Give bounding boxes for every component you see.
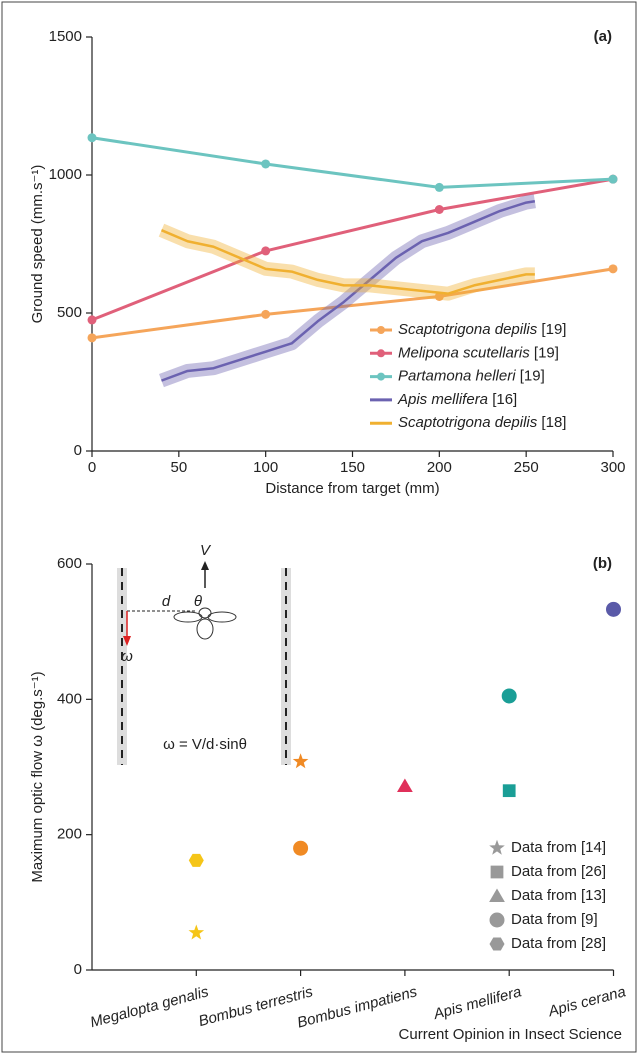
legend-marker — [489, 839, 505, 855]
x-tick-label: Megalopta genalis — [88, 983, 210, 1031]
data-point — [261, 246, 271, 256]
data-point — [293, 840, 309, 856]
y-tick-label: 500 — [57, 304, 82, 321]
legend-marker — [489, 937, 505, 951]
panel-label: (b) — [593, 555, 612, 572]
inset-annotation: θ — [194, 593, 202, 610]
panel-label: (a) — [594, 28, 612, 45]
legend-marker — [377, 326, 385, 334]
data-point — [87, 315, 97, 325]
data-point — [434, 182, 444, 192]
series-line — [91, 136, 614, 189]
x-tick-label: Bombus impatiens — [295, 983, 419, 1031]
y-tick-label: 400 — [57, 690, 82, 707]
legend-marker — [489, 888, 505, 902]
x-tick-label: 0 — [88, 459, 96, 476]
inset-annotation: V — [200, 542, 212, 559]
y-tick-label: 1000 — [49, 166, 82, 183]
data-point — [606, 601, 621, 617]
data-point — [188, 853, 204, 867]
data-point — [502, 784, 516, 798]
legend-label: Data from [28] — [511, 935, 606, 952]
source-credit: Current Opinion in Insect Science — [399, 1026, 622, 1043]
data-point — [87, 133, 97, 143]
data-point — [188, 924, 205, 940]
legend-label: Data from [9] — [511, 911, 598, 928]
legend-label: Scaptotrigona depilis [18] — [398, 414, 566, 431]
x-tick-label: Apis cerana — [546, 983, 628, 1020]
data-point — [434, 205, 444, 214]
data-point — [501, 688, 517, 704]
data-point — [608, 264, 618, 274]
y-axis-label: Maximum optic flow ω (deg.s⁻¹) — [29, 671, 46, 882]
x-tick-label: Apis mellifera — [431, 983, 523, 1023]
series-line — [91, 177, 614, 322]
y-tick-label: 0 — [74, 442, 82, 459]
data-point — [261, 159, 271, 169]
y-tick-label: 200 — [57, 826, 82, 843]
series-line — [161, 199, 536, 382]
inset-annotation: ω — [121, 648, 133, 665]
y-tick-label: 0 — [74, 961, 82, 978]
data-point — [608, 174, 618, 184]
data-point — [261, 309, 271, 319]
data-point — [292, 753, 309, 769]
x-tick-label: 150 — [340, 459, 365, 476]
legend-label: Apis mellifera [16] — [397, 391, 517, 408]
inset-annotation: ω = V/d·sinθ — [163, 736, 247, 753]
legend-marker — [489, 912, 505, 928]
data-point — [87, 333, 97, 343]
x-tick-label: 100 — [253, 459, 278, 476]
series-line — [160, 229, 535, 295]
legend-label: Data from [14] — [511, 839, 606, 856]
y-tick-label: 600 — [57, 555, 82, 572]
legend-label: Data from [13] — [511, 887, 606, 904]
x-tick-label: 200 — [427, 459, 452, 476]
legend-marker — [490, 865, 504, 879]
legend-marker — [377, 349, 385, 358]
legend-label: Partamona helleri [19] — [398, 368, 545, 385]
legend-label: Scaptotrigona depilis [19] — [398, 321, 566, 338]
legend-label: Data from [26] — [511, 863, 606, 880]
legend-label: Melipona scutellaris [19] — [398, 344, 559, 361]
inset-diagram — [117, 561, 291, 765]
x-tick-label: 50 — [170, 459, 187, 476]
inset-annotation: d — [162, 593, 171, 610]
y-tick-label: 1500 — [49, 28, 82, 45]
legend-marker — [377, 372, 385, 381]
x-tick-label: 300 — [600, 459, 625, 476]
series-line — [91, 267, 614, 340]
x-tick-label: 250 — [514, 459, 539, 476]
x-axis-label: Distance from target (mm) — [265, 480, 439, 497]
y-axis-label: Ground speed (mm.s⁻¹) — [29, 165, 46, 324]
data-point — [397, 778, 413, 792]
